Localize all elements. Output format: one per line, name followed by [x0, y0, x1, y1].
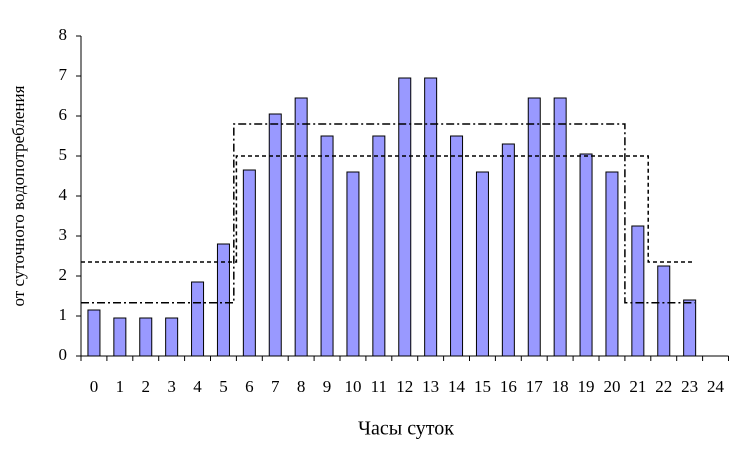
x-tick-label: 0	[90, 377, 99, 396]
bar	[372, 135, 386, 357]
x-tick-label: 10	[344, 377, 361, 396]
x-tick-label: 4	[193, 377, 202, 396]
x-tick-label: 11	[371, 377, 387, 396]
bar	[346, 171, 360, 357]
x-tick-label: 5	[219, 377, 228, 396]
bar	[579, 153, 593, 357]
bar	[527, 97, 541, 357]
bar	[268, 113, 282, 357]
bar	[320, 135, 334, 357]
bar	[398, 77, 412, 357]
y-axis-title: от суточного водопотребления	[9, 85, 28, 306]
bar	[424, 77, 438, 357]
y-tick-label: 8	[59, 25, 68, 44]
y-tick-label: 2	[59, 265, 68, 284]
x-tick-label: 16	[500, 377, 517, 396]
x-tick-label: 12	[396, 377, 413, 396]
bar	[165, 317, 179, 357]
x-tick-label: 2	[142, 377, 151, 396]
y-tick-label: 1	[59, 305, 68, 324]
x-tick-label: 13	[422, 377, 439, 396]
y-tick-label: 6	[59, 105, 68, 124]
x-tick-label: 7	[271, 377, 280, 396]
y-tick-label: 0	[59, 345, 68, 364]
bar	[553, 97, 567, 357]
step-line	[81, 123, 695, 304]
y-tick-label: 5	[59, 145, 68, 164]
bar	[216, 243, 230, 357]
x-tick-label: 20	[603, 377, 620, 396]
x-tick-label: 18	[552, 377, 569, 396]
bar	[450, 135, 464, 357]
x-tick-label: 14	[448, 377, 466, 396]
bar	[657, 265, 671, 357]
x-tick-label: 1	[116, 377, 125, 396]
bar	[605, 171, 619, 357]
step-line	[81, 155, 695, 263]
x-tick-label: 23	[681, 377, 698, 396]
x-tick-label: 17	[526, 377, 544, 396]
y-tick-label: 3	[59, 225, 68, 244]
x-tick-label: 22	[655, 377, 672, 396]
bar	[139, 317, 153, 357]
bar	[113, 317, 127, 357]
x-tick-label: 24	[707, 377, 725, 396]
bar	[87, 309, 101, 357]
x-tick-label: 21	[629, 377, 646, 396]
bar	[501, 143, 515, 357]
bar	[631, 225, 645, 357]
y-tick-label: 7	[59, 65, 68, 84]
bar	[683, 299, 697, 357]
bar	[294, 97, 308, 357]
bar	[191, 281, 205, 357]
x-tick-label: 9	[323, 377, 332, 396]
y-tick-label: 4	[59, 185, 68, 204]
x-tick-label: 6	[245, 377, 254, 396]
bar	[475, 171, 489, 357]
x-tick-label: 19	[578, 377, 595, 396]
bar	[242, 169, 256, 357]
x-tick-label: 8	[297, 377, 306, 396]
x-tick-label: 3	[167, 377, 176, 396]
x-axis-title: Часы суток	[358, 418, 454, 440]
x-tick-label: 15	[474, 377, 491, 396]
